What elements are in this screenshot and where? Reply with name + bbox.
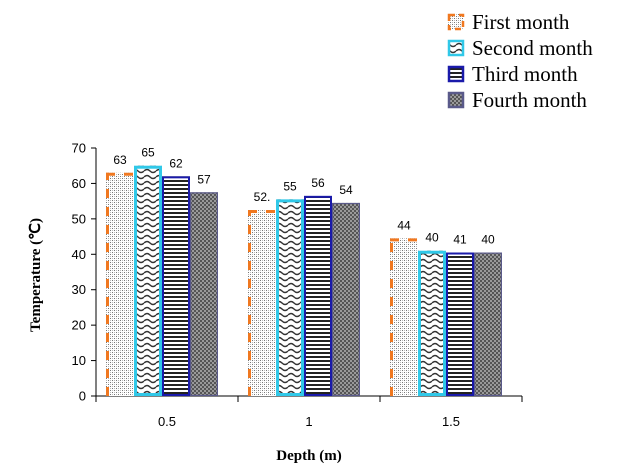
legend-swatch — [448, 92, 464, 108]
bar-border — [418, 250, 446, 396]
bar — [162, 176, 190, 396]
bar — [446, 252, 474, 396]
bar-border — [134, 165, 162, 396]
bar-border — [276, 199, 304, 396]
bar-fill — [474, 252, 502, 396]
bar — [276, 199, 304, 396]
legend-swatch-border — [447, 39, 465, 57]
bar-fill — [276, 199, 304, 396]
bar-value-label: 54 — [339, 183, 353, 197]
bar-fill — [248, 210, 276, 396]
legend-swatch — [448, 66, 464, 82]
bar-border — [304, 195, 332, 396]
legend-item: Third month — [447, 62, 578, 86]
bar-value-label: 55 — [283, 179, 297, 193]
bar-border — [190, 192, 219, 396]
y-tick-label: 60 — [72, 176, 86, 191]
bar-fill — [106, 172, 134, 396]
bar-border — [474, 252, 503, 397]
y-axis-title: Temperature (℃) — [28, 218, 44, 332]
legend-swatch — [448, 40, 464, 56]
bar — [418, 250, 446, 396]
legend-item: First month — [447, 10, 570, 34]
x-tick-label: 0.5 — [158, 414, 176, 429]
bar — [390, 238, 418, 396]
bar-fill — [446, 252, 474, 396]
y-tick-label: 40 — [72, 247, 86, 262]
x-tick-label: 1 — [305, 414, 312, 429]
bar-value-label: 65 — [141, 146, 155, 160]
bar-fill — [134, 165, 162, 396]
bar — [190, 192, 219, 396]
legend-swatch-border — [447, 65, 465, 83]
legend-swatch-border — [447, 91, 465, 109]
bar-fill — [332, 202, 360, 396]
bar — [248, 210, 276, 396]
legend-label: First month — [472, 10, 570, 34]
y-tick-label: 50 — [72, 211, 86, 226]
y-tick-label: 20 — [72, 318, 86, 333]
data-labels: 63 65 62 57 52. 55 56 54 44 40 41 40 — [113, 146, 495, 247]
y-tick-label: 10 — [72, 353, 86, 368]
legend-swatch — [448, 14, 464, 30]
bar-value-label: 63 — [113, 153, 127, 167]
legend-swatch-border — [447, 13, 465, 31]
x-axis-title: Depth (m) — [276, 448, 341, 464]
bar-value-label: 52. — [254, 190, 271, 204]
bar — [332, 202, 361, 396]
legend-label: Fourth month — [472, 88, 587, 112]
bar-border — [446, 252, 474, 396]
bar-fill — [304, 195, 332, 396]
bar-value-label: 41 — [453, 233, 467, 247]
bar-border — [332, 202, 361, 396]
bar-border — [162, 176, 190, 396]
x-tick-label: 1.5 — [442, 414, 460, 429]
bar-value-label: 62 — [169, 156, 183, 170]
axes: 0 10 20 30 40 50 60 70 0.5 1 1.5 — [72, 141, 523, 429]
legend-label: Third month — [472, 62, 578, 86]
legend-label: Second month — [472, 36, 593, 60]
bars — [106, 165, 503, 397]
legend-item: Second month — [447, 36, 593, 60]
y-tick-label: 70 — [72, 141, 86, 156]
bar — [134, 165, 162, 396]
bar-value-label: 56 — [311, 176, 325, 190]
bar-fill — [190, 192, 218, 396]
legend-item: Fourth month — [447, 88, 587, 112]
bar-value-label: 57 — [197, 172, 211, 186]
bar-value-label: 40 — [425, 231, 439, 245]
y-tick-label: 30 — [72, 282, 86, 297]
bar — [106, 172, 134, 396]
bar-value-label: 44 — [397, 218, 411, 232]
bar-fill — [390, 238, 418, 396]
bar — [304, 195, 332, 396]
bar-fill — [162, 176, 190, 396]
bar-fill — [418, 250, 446, 396]
bar-value-label: 40 — [481, 233, 495, 247]
y-tick-label: 0 — [79, 389, 86, 404]
bar — [474, 252, 503, 397]
